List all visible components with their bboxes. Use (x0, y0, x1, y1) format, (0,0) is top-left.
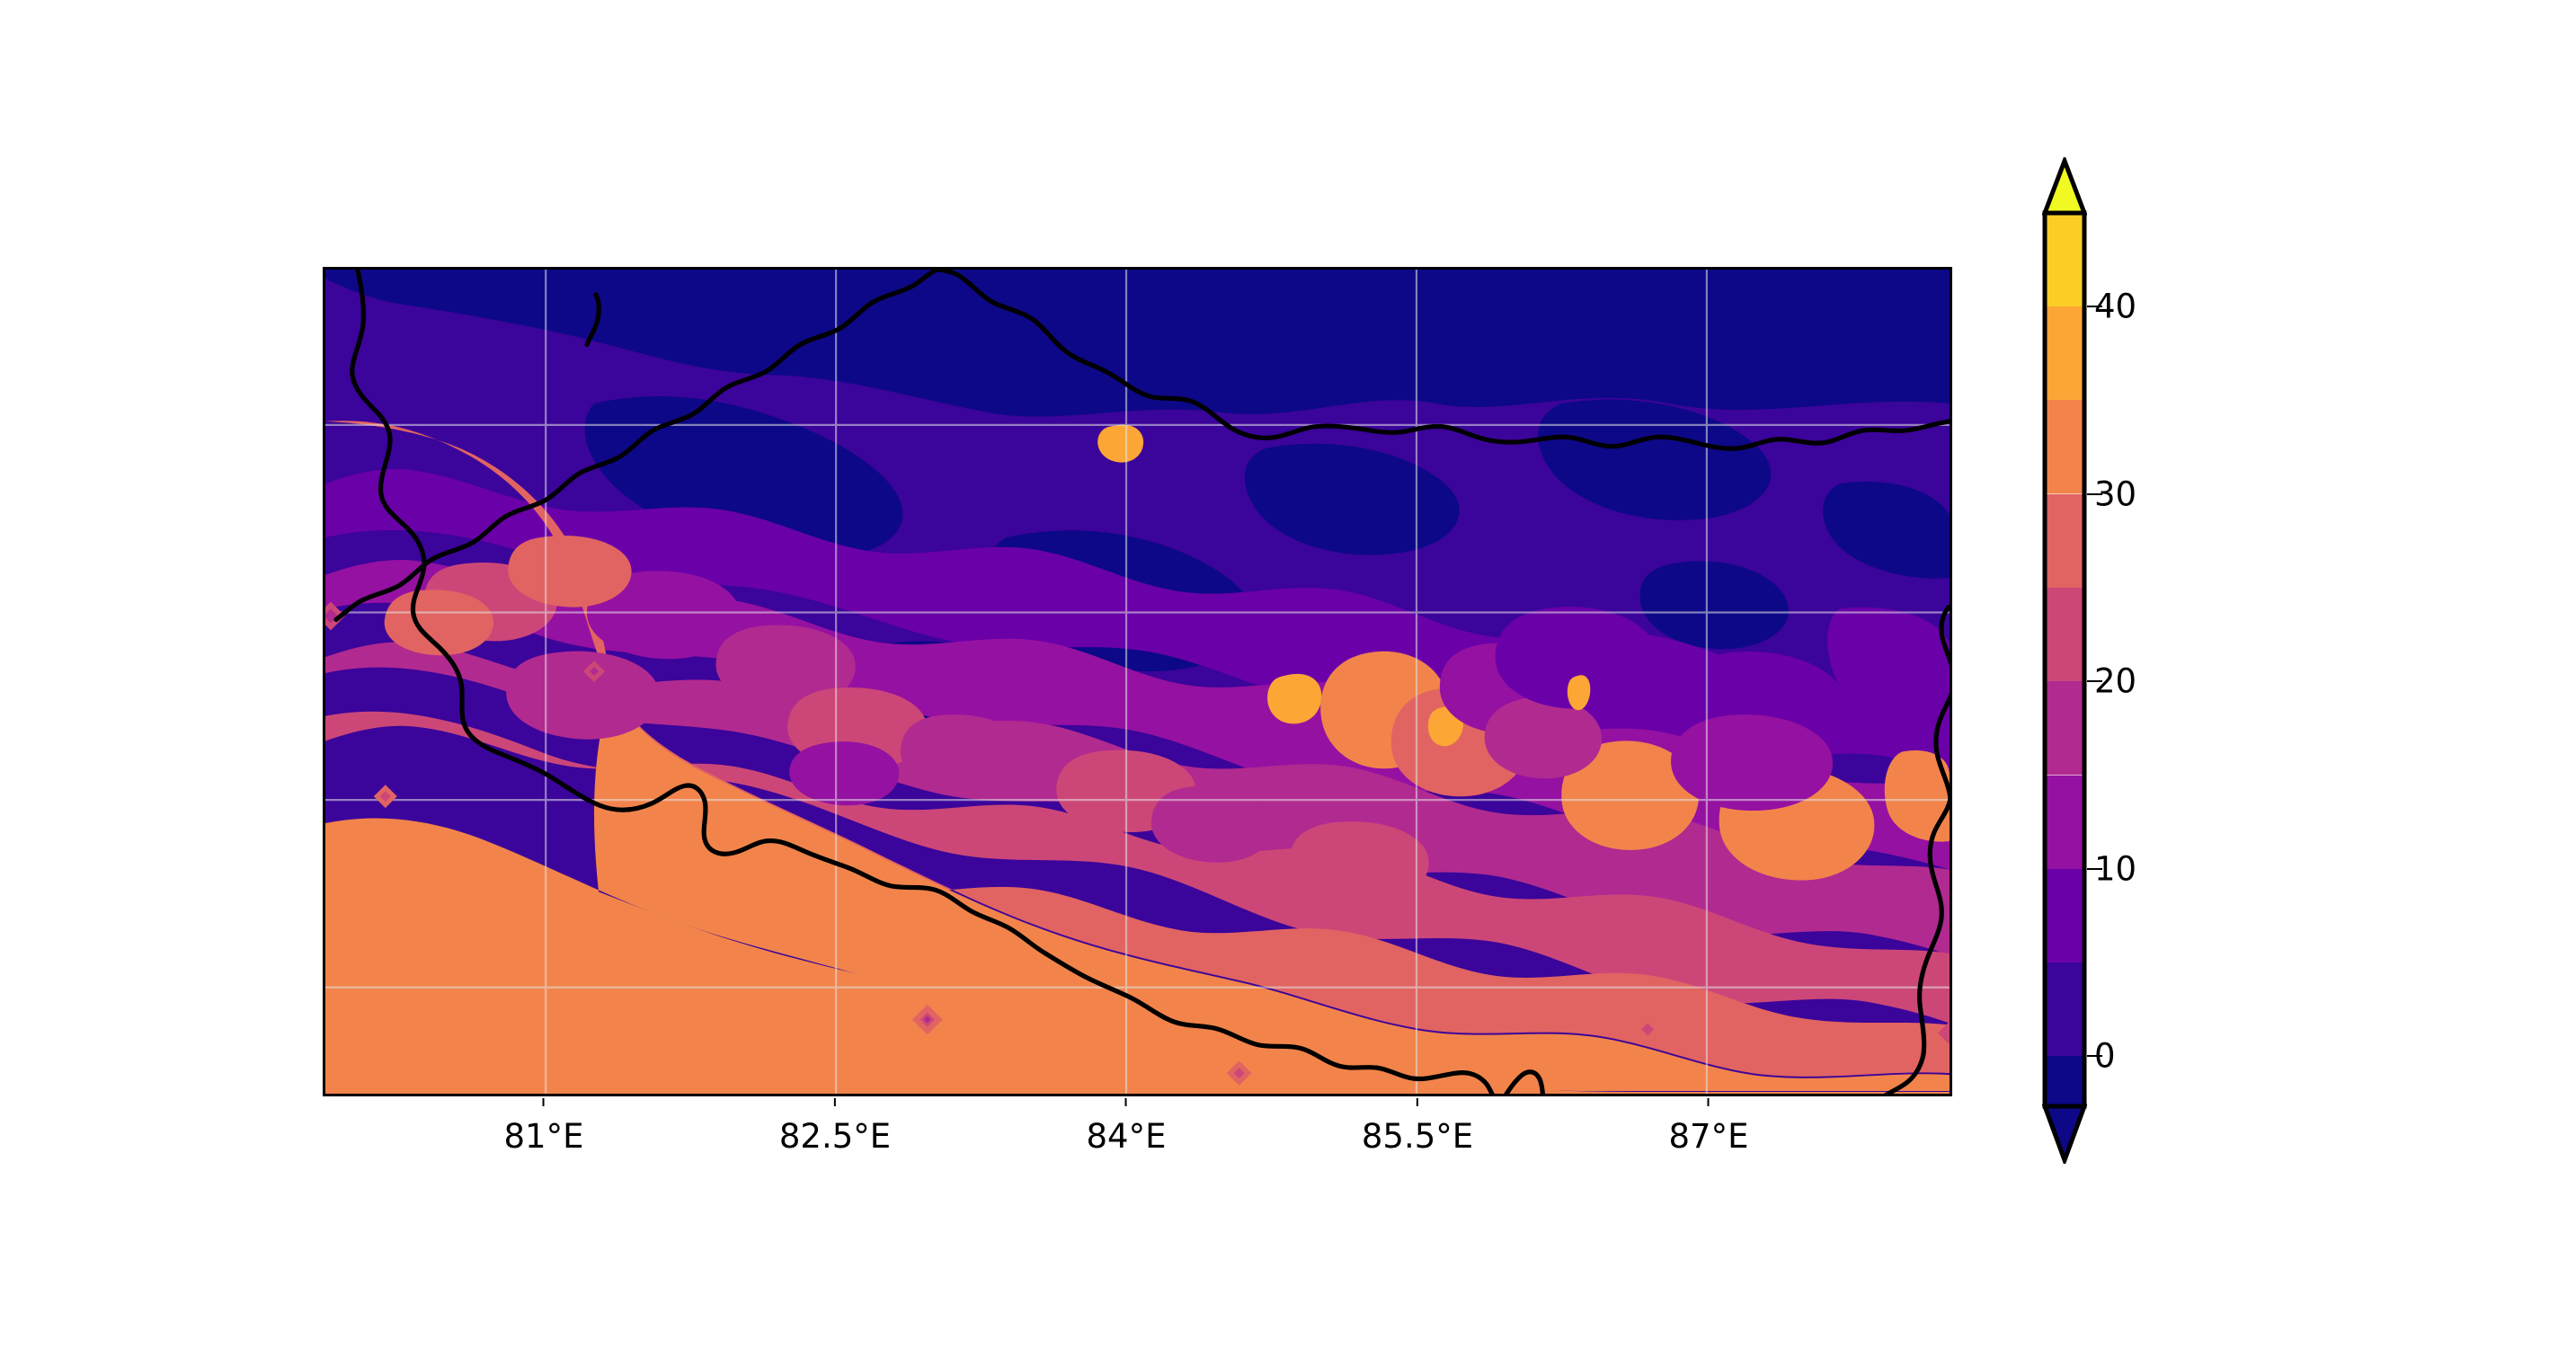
x-tick-label-1: 82.5°E (778, 1117, 892, 1156)
x-tick-0: 81°E (503, 1098, 584, 1156)
x-tick-mark-3 (1416, 1098, 1418, 1106)
temperature-contour-map (325, 270, 1950, 1094)
colorbar-tick-label-30: 30 (2094, 474, 2137, 514)
nepal-border (333, 270, 1950, 1094)
x-tick-label-3: 85.5°E (1361, 1117, 1474, 1156)
map-axes (323, 267, 1952, 1096)
x-tick-2: 84°E (1086, 1098, 1167, 1156)
lake-anomaly-markers (325, 601, 1950, 1086)
x-tick-mark-0 (543, 1098, 545, 1106)
x-tick-4: 87°E (1668, 1098, 1749, 1156)
colorbar-tick-label-10: 10 (2094, 849, 2137, 889)
colorbar-tick-mark-30 (2087, 493, 2102, 495)
x-tick-mark-1 (833, 1098, 836, 1106)
colorbar-tick-mark-40 (2087, 306, 2102, 307)
colorbar-tick-label-0: 0 (2094, 1036, 2116, 1076)
colorbar-tick-mark-0 (2087, 1055, 2102, 1057)
colorbar-tick-label-20: 20 (2094, 661, 2137, 701)
x-tick-3: 85.5°E (1362, 1098, 1473, 1156)
colorbar-tick-mark-20 (2087, 680, 2102, 682)
colorbar-tick-mark-10 (2087, 868, 2102, 870)
x-tick-label-0: 81°E (503, 1117, 584, 1156)
x-tick-label-2: 84°E (1086, 1117, 1167, 1156)
x-tick-label-4: 87°E (1668, 1117, 1749, 1156)
colorbar: 40 30 20 10 0 (2042, 157, 2136, 1164)
x-tick-1: 82.5°E (779, 1098, 891, 1156)
x-tick-mark-4 (1708, 1098, 1710, 1106)
x-tick-mark-2 (1125, 1098, 1127, 1106)
colorbar-tick-label-40: 40 (2094, 287, 2137, 326)
